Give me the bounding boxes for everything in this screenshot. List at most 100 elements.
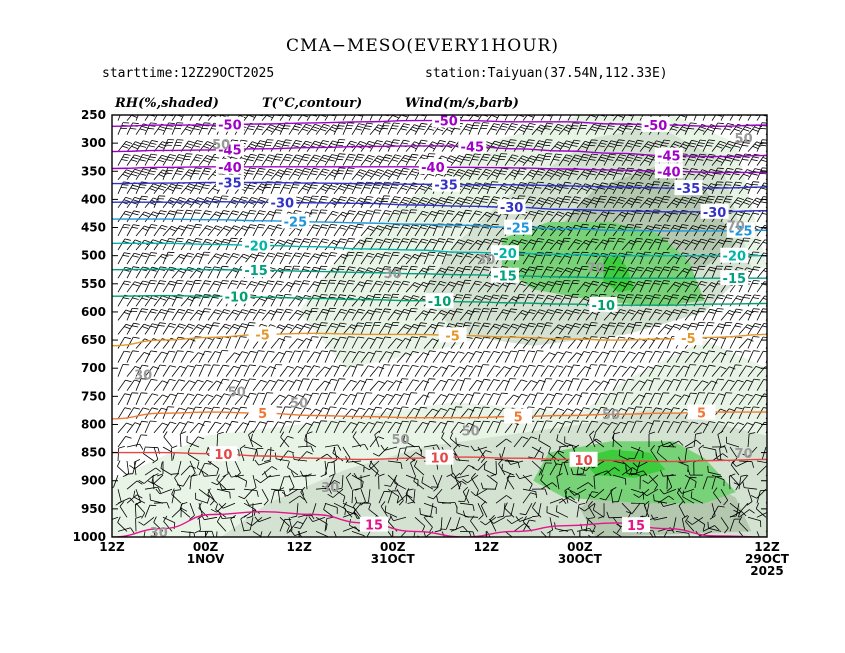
wind-barb (297, 238, 311, 251)
rh-label: 30 (321, 481, 339, 496)
rh-label: 50 (290, 397, 308, 412)
y-tick-label: 350 (81, 164, 106, 178)
wind-barb (468, 153, 481, 166)
wind-barb (144, 167, 158, 180)
wind-barb (198, 251, 211, 265)
wind-barb (171, 167, 185, 180)
wind-barb (180, 296, 196, 307)
wind-barb (765, 117, 767, 121)
wind-barb (279, 294, 292, 307)
wind-barb (126, 443, 144, 450)
contour-label-text: -35 (677, 182, 701, 197)
wind-barb (288, 338, 304, 349)
wind-barb (693, 238, 708, 251)
wind-barb (144, 183, 160, 195)
wind-barb (279, 265, 292, 279)
temp-contour-label: 5 (248, 405, 277, 422)
wind-barb (144, 252, 158, 265)
wind-barb (162, 238, 176, 251)
wind-barb (306, 195, 319, 208)
rh-label: 30 (150, 526, 168, 541)
wind-barb (162, 365, 177, 377)
wind-barb (198, 155, 214, 166)
wind-barb (549, 379, 564, 391)
wind-barb (405, 282, 421, 293)
wind-barb (360, 122, 374, 135)
wind-barb (270, 394, 286, 406)
wind-barb (360, 225, 376, 237)
wind-barb (765, 132, 767, 135)
wind-barb (297, 168, 311, 180)
temperature-legend-label: T(°C,contour) (262, 96, 363, 111)
wind-barb (189, 279, 202, 293)
wind-barb (297, 252, 311, 265)
wind-barb (477, 393, 491, 406)
wind-barb (378, 195, 391, 208)
wind-barb (576, 366, 592, 377)
contour-label-text: -40 (218, 161, 242, 176)
wind-barb (459, 169, 475, 180)
wind-barb (369, 209, 382, 223)
rh-label: 50 (228, 385, 246, 400)
wind-barb (144, 211, 160, 223)
wind-barb (486, 196, 500, 209)
wind-barb (522, 169, 538, 180)
wind-barb (684, 281, 699, 293)
wind-barb (198, 407, 212, 419)
wind-barb (594, 140, 608, 152)
wind-barb (594, 380, 610, 391)
wind-barb (279, 350, 293, 363)
rh-label: 50 (391, 433, 409, 448)
wind-barb (486, 393, 500, 405)
wind-barb (333, 139, 346, 152)
wind-barb (756, 295, 767, 307)
wind-barb (342, 224, 357, 237)
wind-barb (423, 115, 434, 121)
rh-label: 50 (735, 132, 753, 147)
temp-contour-label: -10 (222, 288, 251, 306)
wind-barb (360, 154, 375, 166)
rh-legend-label: RH(%,shaded) (115, 96, 219, 111)
wind-barb (603, 266, 616, 279)
wind-barb (423, 365, 438, 377)
temp-contour-label: -10 (589, 296, 618, 314)
wind-barb (171, 209, 184, 223)
wind-barb (585, 183, 600, 195)
temp-contour-label: -5 (438, 327, 467, 344)
wind-barb (135, 140, 150, 152)
y-tick-label: 450 (81, 221, 106, 235)
wind-barb (405, 196, 420, 209)
wind-barb (675, 239, 691, 251)
wind-barb (522, 282, 538, 293)
x-tick-label: 2025 (750, 564, 783, 578)
temp-contour-label: 5 (504, 408, 533, 426)
wind-barb (603, 196, 617, 209)
wind-barb (324, 154, 338, 166)
wind-barb (603, 237, 616, 251)
wind-barb (693, 281, 708, 293)
wind-barb (684, 196, 699, 209)
wind-barb (261, 366, 277, 377)
contour-label-text: 5 (697, 406, 706, 421)
rh-region-90-9 (603, 255, 635, 293)
wind-barb (756, 239, 767, 251)
wind-barb (603, 153, 617, 166)
wind-barb (225, 309, 240, 321)
wind-barb (162, 379, 176, 391)
wind-barb (351, 153, 365, 166)
wind-barb (315, 168, 330, 180)
wind-barb (459, 279, 472, 293)
wind-barb (351, 251, 364, 265)
wind-barb (243, 224, 257, 237)
wind-barb (720, 123, 734, 135)
wind-barb (171, 139, 184, 152)
wind-barb (315, 252, 329, 265)
wind-barb (270, 124, 286, 135)
wind-barb (585, 266, 599, 279)
wind-barb (558, 140, 573, 152)
wind-barb (423, 211, 438, 223)
wind-barb (369, 280, 383, 293)
wind-barb (207, 266, 221, 279)
contour-label-text: -30 (271, 196, 295, 211)
wind-barb (549, 197, 565, 209)
